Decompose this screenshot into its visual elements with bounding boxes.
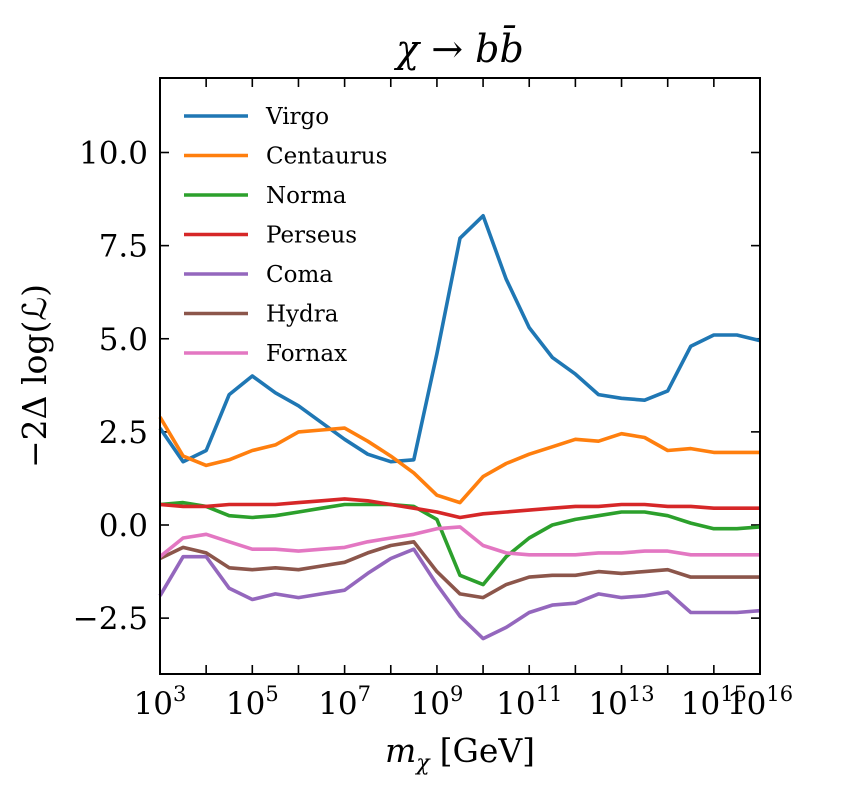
x-tick-label: 1016 bbox=[727, 682, 793, 722]
x-tick-label: 103 bbox=[134, 682, 187, 722]
y-tick-label: 5.0 bbox=[99, 322, 148, 358]
legend: Virgo Centaurus Norma Perseus Coma Hydra Forna… bbox=[184, 104, 387, 367]
legend-label-norma: Norma bbox=[266, 183, 347, 209]
tick-labels: −2.5 0.0 2.5 5.0 7.5 10.0 103 105 107 109 1011 1013… bbox=[73, 136, 793, 723]
x-tick-label: 1013 bbox=[588, 682, 654, 722]
legend-label-hydra: Hydra bbox=[266, 302, 339, 328]
series-line-fornax bbox=[158, 525, 760, 559]
x-tick-label: 107 bbox=[318, 682, 371, 722]
series-line-perseus bbox=[159, 497, 760, 520]
y-tick-label: 7.5 bbox=[99, 229, 148, 265]
series-line-coma bbox=[158, 547, 761, 641]
x-tick-label: 105 bbox=[226, 682, 279, 722]
series-line-virgo bbox=[158, 214, 761, 464]
x-axis-label-subscript: χ bbox=[414, 751, 431, 776]
x-tick-label: 109 bbox=[411, 682, 464, 722]
y-tick-label: 10.0 bbox=[79, 136, 148, 172]
y-tick-label: −2.5 bbox=[73, 601, 148, 637]
series-line-norma bbox=[159, 500, 761, 587]
x-axis-label-unit: [GeV] bbox=[440, 731, 535, 770]
y-axis-label: −2Δ log(ℒ) bbox=[15, 284, 54, 468]
series-group bbox=[158, 214, 761, 641]
series-line-hydra bbox=[159, 539, 760, 600]
chart-title: χ → bb̄ bbox=[393, 26, 524, 71]
legend-label-virgo: Virgo bbox=[265, 104, 329, 130]
series-line-centaurus bbox=[158, 416, 760, 505]
plot-frame bbox=[159, 77, 761, 675]
legend-label-coma: Coma bbox=[266, 262, 333, 288]
y-tick-label: 2.5 bbox=[99, 415, 148, 451]
y-tick-label: 0.0 bbox=[99, 508, 148, 544]
x-tick-label: 1015 bbox=[681, 682, 747, 722]
legend-label-fornax: Fornax bbox=[266, 341, 347, 367]
legend-label-centaurus: Centaurus bbox=[266, 144, 387, 170]
legend-label-perseus: Perseus bbox=[266, 223, 357, 249]
x-axis-label: mχ [GeV] bbox=[385, 731, 535, 776]
x-axis-label-symbol: m bbox=[385, 731, 416, 770]
x-tick-label: 1011 bbox=[496, 682, 562, 722]
